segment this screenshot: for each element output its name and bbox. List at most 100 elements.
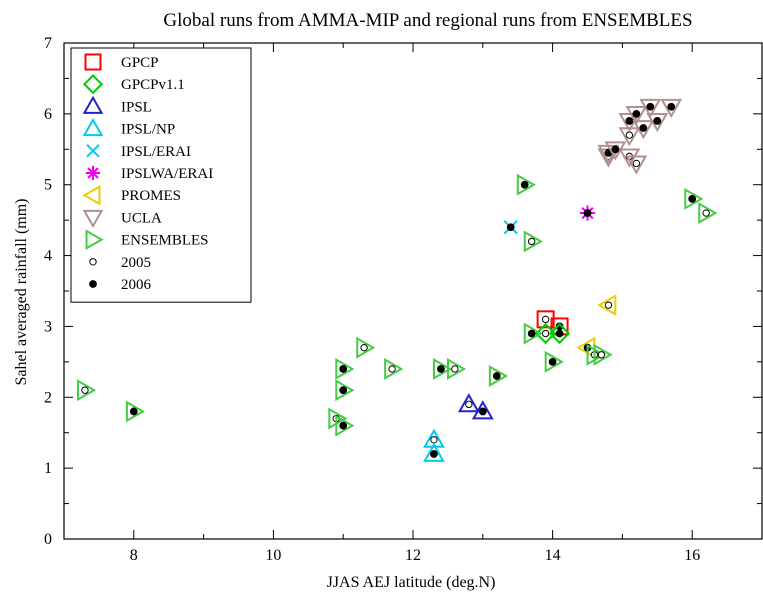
x-tick-label: 12 <box>405 547 421 564</box>
data-point <box>604 141 627 161</box>
data-point <box>544 350 564 373</box>
data-point <box>335 358 355 380</box>
year-dot-2006 <box>129 407 138 416</box>
legend-label: 2005 <box>121 255 151 271</box>
legend-marker <box>86 144 100 158</box>
data-point <box>548 322 571 345</box>
data-point <box>125 400 146 423</box>
legend-marker <box>82 95 104 114</box>
data-point <box>423 442 445 462</box>
year-dot-2006 <box>339 421 348 430</box>
y-tick-label: 6 <box>44 106 52 123</box>
year-dot-2005 <box>541 329 550 338</box>
data-point <box>335 414 355 437</box>
legend-marker <box>84 53 102 71</box>
legend-label: GPCP <box>121 55 159 71</box>
year-dot-2006 <box>632 109 641 118</box>
year-dot-2005 <box>81 386 89 394</box>
year-dot-2006 <box>339 365 348 373</box>
data-point <box>516 173 536 196</box>
y-tick-label: 1 <box>44 460 52 477</box>
legend-marker <box>85 229 104 250</box>
legend-marker <box>82 74 104 95</box>
data-point <box>433 358 453 380</box>
year-dot-2006 <box>520 180 529 189</box>
legend-marker <box>89 258 97 266</box>
y-tick-label: 7 <box>44 35 52 52</box>
x-tick-label: 14 <box>545 547 561 564</box>
data-point <box>639 98 662 118</box>
legend-marker <box>85 165 101 181</box>
data-point <box>446 358 467 380</box>
data-point <box>523 230 543 253</box>
chart-title: Global runs from AMMA-MIP and regional r… <box>163 10 692 31</box>
legend-label: IPSLWA/ERAI <box>121 166 213 182</box>
data-point <box>335 379 355 402</box>
legend: GPCP GPCPv1.1 IPSL IPSL/NP IPSL/ERAI IPSLWA/E… <box>70 47 252 303</box>
y-tick-label: 0 <box>44 531 52 548</box>
legend-marker <box>82 209 104 229</box>
year-dot-2005 <box>541 315 550 324</box>
legend-marker <box>82 117 104 137</box>
year-dot-2006 <box>653 117 662 125</box>
year-dot-2006 <box>492 372 501 380</box>
legend-marker <box>82 184 101 206</box>
data-point <box>625 155 648 175</box>
year-dot-2006 <box>625 117 634 125</box>
x-tick-label: 8 <box>130 547 138 564</box>
y-tick-label: 3 <box>44 318 52 335</box>
legend-label: 2006 <box>121 277 152 293</box>
data-point <box>535 322 557 345</box>
year-dot-2005 <box>451 365 459 373</box>
data-point <box>77 379 97 402</box>
y-tick-label: 2 <box>44 389 52 406</box>
data-point <box>523 322 543 345</box>
y-tick-label: 5 <box>44 177 52 194</box>
year-dot-2006 <box>339 386 348 395</box>
data-point <box>660 98 683 118</box>
year-dot-2006 <box>639 124 648 132</box>
data-point <box>625 105 648 126</box>
x-axis-label: JJAS AEJ latitude (deg.N) <box>327 574 496 591</box>
year-dot-2005 <box>632 159 641 168</box>
y-axis-label: Sahel averaged rainfall (mm) <box>13 198 30 385</box>
series-ipsl <box>457 393 494 420</box>
series-ipsl-np <box>423 428 445 462</box>
year-dot-2006 <box>478 407 487 416</box>
series-ensembles <box>77 173 718 437</box>
year-dot-2005 <box>527 237 536 246</box>
year-dot-2005 <box>388 365 396 373</box>
data-point <box>597 294 617 317</box>
data-point <box>384 358 404 380</box>
x-tick-label: 10 <box>265 547 281 564</box>
legend-label: GPCPv1.1 <box>121 77 185 93</box>
x-tick-label: 16 <box>684 547 700 564</box>
legend-box <box>70 47 252 303</box>
year-dot-2006 <box>430 450 438 458</box>
legend-label: ENSEMBLES <box>121 233 209 249</box>
data-point <box>356 336 376 359</box>
data-point <box>684 187 704 210</box>
series-ucla <box>597 98 683 175</box>
year-dot-2006 <box>437 365 445 373</box>
y-tick-label: 4 <box>44 248 52 265</box>
data-point <box>488 365 508 387</box>
year-dot-2006 <box>555 329 564 338</box>
year-dot-2006 <box>583 209 592 217</box>
legend-label: IPSL/NP <box>121 122 175 138</box>
data-point <box>586 343 606 366</box>
year-dot-2006 <box>688 194 697 203</box>
year-dot-2005 <box>430 436 438 444</box>
year-dot-2006 <box>527 329 536 338</box>
data-point <box>457 393 480 413</box>
legend-label: UCLA <box>121 210 162 226</box>
data-point <box>646 113 669 133</box>
data-point <box>471 400 494 420</box>
year-dot-2005 <box>604 301 613 309</box>
year-dot-2005 <box>597 351 606 359</box>
legend-label: IPSL <box>121 99 152 115</box>
year-dot-2005 <box>465 400 473 409</box>
data-point <box>328 407 348 430</box>
year-dot-2005 <box>360 343 368 352</box>
legend-label: IPSL/ERAI <box>121 144 191 160</box>
